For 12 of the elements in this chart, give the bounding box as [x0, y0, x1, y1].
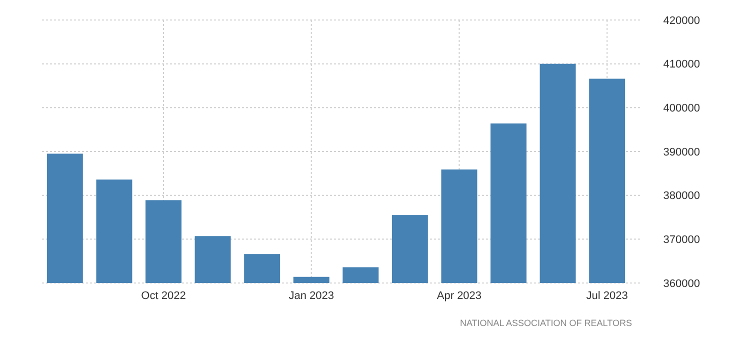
text: NATIONAL ASSOCIATION OF REALTORS [460, 318, 632, 328]
x-tick-label: Apr 2023 [436, 290, 482, 302]
x-tick-label: Jan 2023 [288, 290, 334, 302]
y-tick-label: 380000 [663, 190, 700, 202]
y-tick-label: 400000 [663, 102, 700, 115]
y-tick-label: 410000 [663, 58, 700, 71]
y-tick-label: 360000 [663, 278, 700, 290]
x-tick-label: Oct 2022 [141, 290, 186, 302]
y-tick-label: 420000 [663, 14, 700, 27]
x-tick-label: Jul 2023 [586, 290, 628, 302]
y-tick-label: 370000 [663, 234, 700, 246]
y-tick-label: 390000 [663, 146, 700, 158]
